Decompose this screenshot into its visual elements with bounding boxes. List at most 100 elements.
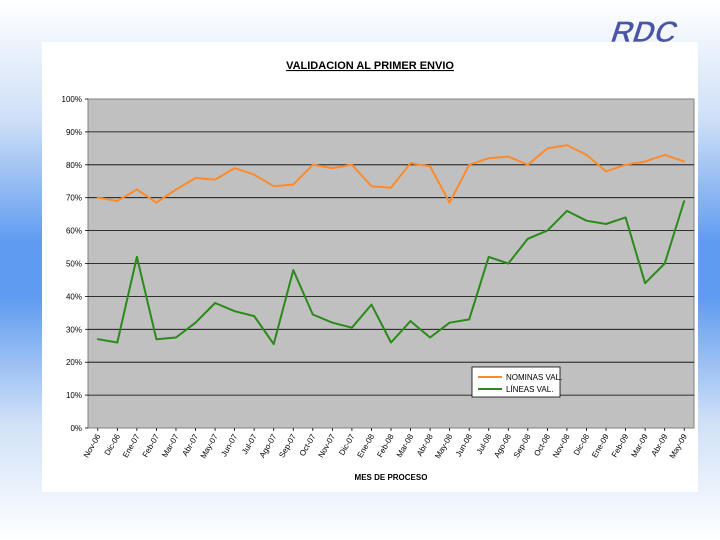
data-point [214, 302, 216, 304]
data-point [175, 336, 177, 339]
data-point [311, 313, 314, 316]
data-point [233, 310, 236, 313]
x-tick-label: Ago-07 [258, 432, 279, 459]
data-point [605, 170, 607, 173]
x-tick-label: Oct-07 [298, 432, 318, 458]
data-point [194, 321, 197, 324]
data-point [135, 188, 138, 191]
data-point [448, 321, 451, 324]
data-point [292, 183, 295, 186]
data-point [429, 336, 431, 339]
data-point [663, 154, 666, 156]
x-tick-label: Feb-08 [375, 432, 396, 459]
x-tick-label: Jun-08 [454, 432, 474, 458]
data-point [487, 157, 490, 160]
x-tick-label: Sep-07 [277, 432, 298, 459]
data-point [683, 160, 686, 163]
data-point [644, 282, 647, 285]
chart-panel: VALIDACION AL PRIMER ENVIO 0% 10% 20% 30% 40… [42, 42, 698, 492]
y-axis-ticks: 0% 10% 20% 30% 40% 50% 60% 70% 80% 90% 100% [62, 95, 88, 433]
x-tick-label: Mar-07 [160, 432, 181, 459]
data-point [546, 147, 549, 150]
data-point [585, 154, 588, 156]
data-point [175, 188, 177, 191]
data-point [331, 167, 334, 169]
data-point [468, 318, 471, 321]
x-tick-label: May-07 [199, 432, 220, 460]
data-point [663, 262, 666, 265]
x-tick-label: Jul-08 [475, 432, 494, 456]
x-tick-label: Dic-06 [103, 432, 123, 457]
data-point [468, 163, 471, 166]
data-point [351, 326, 353, 329]
data-point [409, 320, 412, 322]
logo-text: RDC [607, 15, 683, 46]
y-tick-label: 100% [62, 95, 82, 104]
x-tick-label: Abr-09 [650, 432, 670, 458]
data-point [135, 256, 138, 258]
data-point [194, 177, 197, 179]
data-point [390, 341, 392, 344]
data-point [526, 163, 529, 166]
data-point [96, 338, 99, 341]
y-tick-label: 50% [66, 260, 82, 269]
data-point [116, 200, 119, 202]
x-tick-label: Nov-06 [82, 432, 103, 459]
x-axis-label: MES DE PROCESO [355, 473, 428, 482]
data-point [448, 201, 451, 204]
data-point [566, 144, 568, 146]
x-tick-label: Ene-08 [355, 432, 376, 459]
x-tick-label: May-08 [433, 432, 454, 460]
data-point [155, 338, 158, 341]
x-tick-label: Ene-09 [590, 432, 611, 459]
data-point [233, 167, 236, 169]
y-tick-label: 40% [66, 292, 82, 301]
x-tick-label: Jul-07 [240, 432, 259, 456]
x-tick-label: May-09 [668, 432, 689, 460]
data-point [253, 173, 256, 176]
y-tick-label: 60% [66, 227, 82, 236]
y-tick-label: 70% [66, 194, 82, 203]
data-point [429, 165, 431, 168]
x-tick-label: Feb-07 [141, 432, 162, 459]
data-point [644, 160, 647, 163]
line-chart: VALIDACION AL PRIMER ENVIO 0% 10% 20% 30% 40… [62, 60, 695, 482]
data-point [253, 315, 256, 318]
x-tick-label: Dic-08 [572, 432, 592, 457]
x-tick-label: Jun-07 [219, 432, 239, 458]
data-point [155, 201, 158, 204]
x-tick-label: Nov-08 [551, 432, 572, 459]
data-point [487, 256, 490, 258]
x-tick-label: Oct-08 [532, 432, 552, 458]
rdc-logo: RDC [606, 14, 683, 46]
data-point [214, 178, 216, 181]
x-tick-label: Abr-08 [415, 432, 435, 458]
y-tick-label: 0% [70, 424, 82, 433]
x-tick-label: Mar-08 [395, 432, 416, 459]
legend-label-nominas: NOMINAS VAL. [506, 373, 562, 382]
data-point [409, 162, 412, 165]
legend: NOMINAS VAL. LÍNEAS VAL. [471, 366, 562, 398]
y-tick-label: 80% [66, 161, 82, 170]
legend-box [471, 366, 561, 398]
data-point [526, 237, 529, 240]
data-point [624, 216, 627, 219]
x-tick-label: Abr-07 [180, 432, 200, 458]
chart-title: VALIDACION AL PRIMER ENVIO [286, 60, 454, 72]
x-tick-label: Ene-07 [121, 432, 142, 459]
data-point [507, 155, 510, 158]
legend-label-lineas: LÍNEAS VAL. [506, 385, 553, 394]
data-point [331, 321, 334, 324]
data-point [605, 223, 607, 225]
gridlines [88, 131, 694, 396]
y-tick-label: 30% [66, 325, 82, 334]
data-point [546, 229, 549, 232]
data-point [624, 163, 627, 166]
x-tick-label: Ago-08 [492, 432, 513, 459]
data-point [272, 185, 275, 188]
data-point [96, 196, 99, 199]
y-tick-label: 20% [66, 358, 82, 367]
data-point [116, 341, 119, 344]
x-tick-label: Feb-09 [610, 432, 631, 459]
